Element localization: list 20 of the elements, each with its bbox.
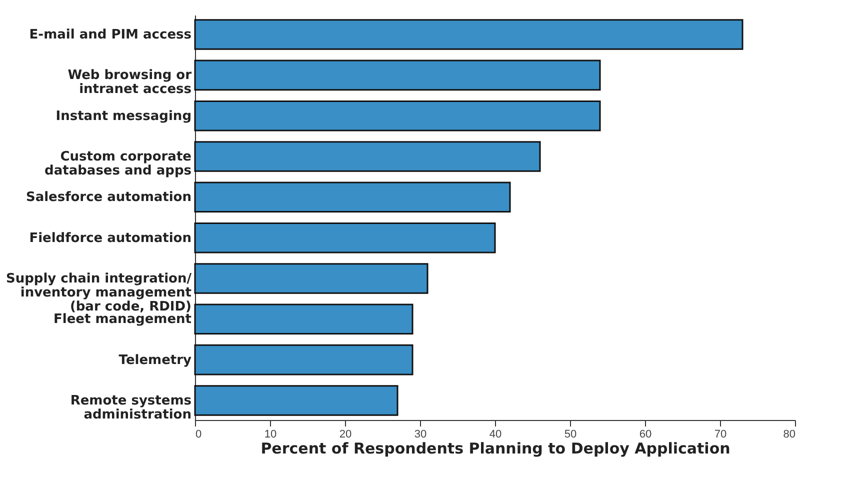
y-tick-label: Fleet management bbox=[53, 312, 192, 328]
x-tick-label: 30 bbox=[414, 428, 427, 440]
y-tick-label: Custom corporate databases and apps bbox=[44, 150, 192, 179]
y-tick-label: E-mail and PIM access bbox=[29, 28, 192, 43]
y-tick-label: Fieldforce automation bbox=[29, 230, 192, 246]
x-tick-label: 40 bbox=[489, 428, 502, 440]
x-tick-label: 50 bbox=[564, 428, 577, 440]
y-tick-label: Supply chain integration/ inventory management (bar code, RDID) bbox=[6, 271, 192, 314]
y-tick-label: Remote systems administration bbox=[70, 393, 192, 422]
y-tick-label: Instant messaging bbox=[56, 108, 192, 124]
x-tick-label: 60 bbox=[639, 428, 652, 440]
y-tick-label: Web browsing or intranet access bbox=[68, 68, 192, 98]
y-tick-label: Salesforce automation bbox=[26, 190, 192, 206]
x-tick-label: 70 bbox=[714, 428, 727, 440]
x-axis-title: Percent of Respondents Planning to Deploy Application bbox=[260, 440, 730, 458]
x-tick-label: 10 bbox=[264, 428, 277, 440]
y-tick-label: Telemetry bbox=[118, 352, 192, 368]
x-tick-label: 20 bbox=[339, 428, 352, 440]
x-tick-label: 0 bbox=[196, 428, 202, 440]
x-tick-label: 80 bbox=[783, 428, 796, 440]
